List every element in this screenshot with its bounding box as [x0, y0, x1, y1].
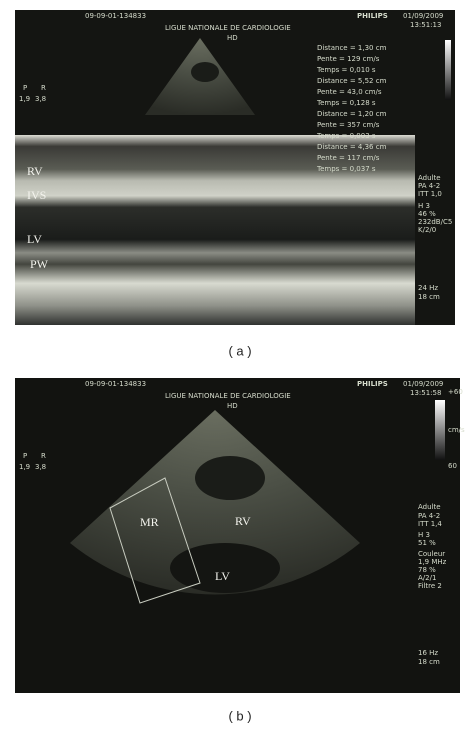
setting: A/2/1: [418, 574, 436, 582]
chamber: [170, 543, 280, 593]
measurement: Temps = 0,003 s: [316, 132, 376, 140]
date: 01/09/2009: [403, 380, 443, 388]
date: 01/09/2009: [403, 12, 443, 20]
measurement: Pente = 43,0 cm/s: [317, 88, 382, 96]
setting: Adulte: [418, 174, 441, 182]
setting: Filtre 2: [418, 582, 442, 590]
measurement: Temps = 0,037 s: [316, 165, 376, 173]
anatomy-label: LV: [27, 232, 42, 246]
probe-info: R: [41, 84, 46, 92]
measurement: Temps = 0,128 s: [316, 99, 376, 107]
scale-label: cm/s: [448, 426, 465, 434]
measurement: Pente = 117 cm/s: [317, 154, 380, 162]
measurement: Distance = 4,36 cm: [317, 143, 387, 151]
probe-info: P: [23, 84, 27, 92]
measurement: Temps = 0,010 s: [316, 66, 376, 74]
mode: HD: [227, 34, 238, 42]
setting: H 3: [418, 531, 430, 539]
setting: PA 4-2: [418, 182, 440, 190]
measurement: Distance = 1,30 cm: [317, 44, 387, 52]
setting: 232dB/C5: [418, 218, 452, 226]
caption: ( b ): [228, 708, 251, 723]
setting: Couleur: [418, 550, 445, 558]
probe-info: R: [41, 452, 46, 460]
brand: PHILIPS: [357, 380, 388, 388]
measurement: Pente = 129 cm/s: [317, 55, 380, 63]
footer-info: 18 cm: [418, 293, 440, 301]
setting: H 3: [418, 202, 430, 210]
footer-info: 16 Hz: [418, 649, 438, 657]
setting: 46 %: [418, 210, 436, 218]
setting: ITT 1,0: [418, 190, 442, 198]
setting: K/2/0: [418, 226, 436, 234]
setting: 51 %: [418, 539, 436, 547]
caption: ( a ): [228, 343, 251, 358]
measurement: Pente = 357 cm/s: [317, 121, 380, 129]
image-id: 09-09-01-134833: [85, 12, 146, 20]
setting: ITT 1,4: [418, 520, 442, 528]
anatomy-label: RV: [27, 164, 43, 178]
color-box: [109, 477, 201, 604]
time: 13:51:58: [410, 389, 441, 397]
anatomy-label: IVS: [27, 188, 46, 202]
mode: HD: [227, 402, 238, 410]
color-scale: [435, 400, 445, 460]
brand: PHILIPS: [357, 12, 388, 20]
footer-info: 24 Hz: [418, 284, 438, 292]
image-id: 09-09-01-134833: [85, 380, 146, 388]
probe-info: 1,9: [19, 463, 30, 471]
measurement: Distance = 5,52 cm: [317, 77, 387, 85]
footer-info: 18 cm: [418, 658, 440, 666]
measurement: Distance = 1,20 cm: [317, 110, 387, 118]
setting: 1,9 MHz: [418, 558, 447, 566]
m-mode-trace: [15, 135, 415, 325]
institution: LIGUE NATIONALE DE CARDIOLOGIE: [165, 392, 291, 400]
anatomy-label: LV: [215, 569, 230, 583]
gray-scale: [445, 40, 451, 100]
chamber: [191, 62, 219, 82]
scale-label: 60: [448, 462, 457, 470]
setting: 78 %: [418, 566, 436, 574]
anatomy-label: PW: [30, 257, 49, 271]
setting: PA 4-2: [418, 512, 440, 520]
anatomy-label: MR: [140, 515, 159, 529]
institution: LIGUE NATIONALE DE CARDIOLOGIE: [165, 24, 291, 32]
probe-info: 3,8: [35, 95, 46, 103]
probe-info: 3,8: [35, 463, 46, 471]
panel-a: 09-09-01-134833 LIGUE NATIONALE DE CARDIO…: [15, 10, 455, 358]
setting: Adulte: [418, 503, 441, 511]
anatomy-label: RV: [235, 514, 251, 528]
chamber: [195, 456, 265, 500]
sector-image: [70, 410, 360, 595]
panel-b: 09-09-01-134833 LIGUE NATIONALE DE CARDIO…: [15, 378, 465, 723]
scale-label: +60: [448, 388, 463, 396]
time: 13:51:13: [410, 21, 441, 29]
probe-info: 1,9: [19, 95, 30, 103]
probe-info: P: [23, 452, 27, 460]
